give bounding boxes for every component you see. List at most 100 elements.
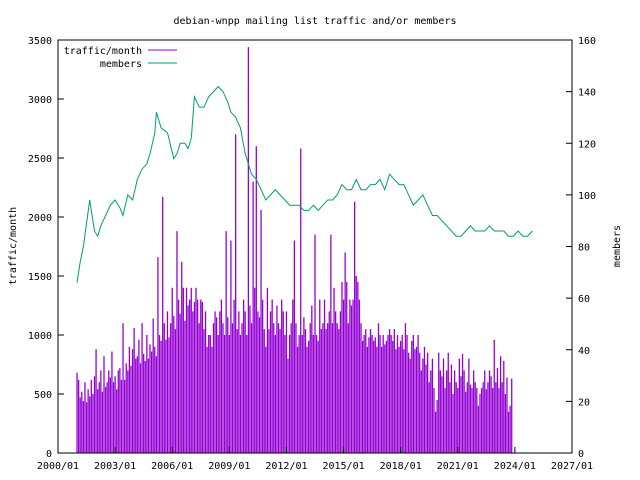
traffic-bar <box>284 335 286 453</box>
traffic-bar <box>136 356 138 453</box>
traffic-bar <box>479 394 481 453</box>
traffic-bar <box>311 305 313 453</box>
traffic-bar <box>258 317 261 453</box>
traffic-bar <box>334 311 337 453</box>
traffic-bar <box>315 335 318 453</box>
traffic-bar <box>127 370 129 453</box>
traffic-bar <box>93 376 96 453</box>
traffic-bar <box>250 323 253 453</box>
traffic-bar <box>265 346 267 453</box>
traffic-bar <box>436 399 438 453</box>
traffic-bar <box>101 391 104 453</box>
traffic-bar <box>273 323 275 453</box>
traffic-bar <box>496 368 499 453</box>
traffic-bar <box>485 389 487 453</box>
traffic-bar <box>339 311 342 453</box>
traffic-bar <box>208 335 210 453</box>
traffic-bar <box>320 329 322 453</box>
traffic-bar <box>279 329 281 453</box>
y2-tick-label: 120 <box>578 139 596 150</box>
traffic-bar <box>403 349 405 453</box>
traffic-bar <box>499 356 502 453</box>
traffic-bar <box>492 388 494 453</box>
x-tick-label: 2006/01 <box>151 461 193 472</box>
traffic-bar <box>355 276 357 453</box>
traffic-bar <box>112 382 115 453</box>
traffic-bar <box>238 311 240 453</box>
traffic-bar <box>406 335 408 453</box>
traffic-bar <box>461 353 464 453</box>
traffic-bar <box>309 323 311 453</box>
traffic-bar <box>139 363 142 453</box>
traffic-bar <box>257 311 259 453</box>
traffic-bar <box>138 339 140 453</box>
traffic-bar <box>244 311 246 453</box>
traffic-bar <box>230 240 232 453</box>
traffic-bar <box>428 382 430 453</box>
traffic-bar <box>154 346 156 453</box>
traffic-bar <box>352 299 354 453</box>
traffic-bar <box>395 349 397 453</box>
traffic-bar <box>196 299 199 453</box>
traffic-bar <box>120 379 123 453</box>
y2-tick-label: 80 <box>578 243 590 254</box>
traffic-bar <box>122 323 124 453</box>
traffic-bar <box>314 234 316 453</box>
traffic-bar <box>125 363 127 453</box>
traffic-bar <box>149 344 151 453</box>
traffic-bar <box>219 311 221 453</box>
traffic-bar <box>336 323 338 453</box>
traffic-bar <box>447 352 449 453</box>
x-tick-label: 2000/01 <box>37 461 79 472</box>
x-tick-label: 2021/01 <box>437 461 479 472</box>
traffic-bar <box>130 365 132 453</box>
traffic-bar <box>417 335 419 453</box>
traffic-bar <box>200 299 202 453</box>
traffic-bar <box>308 340 310 453</box>
traffic-bar <box>366 346 368 453</box>
traffic-bar <box>368 337 370 453</box>
y2-tick-label: 100 <box>578 191 596 202</box>
traffic-bar <box>407 352 410 453</box>
traffic-bar <box>480 388 483 453</box>
traffic-bar <box>442 358 445 453</box>
traffic-bar <box>463 370 465 453</box>
traffic-bar <box>249 305 251 453</box>
traffic-bar <box>162 196 164 453</box>
traffic-bar <box>390 335 392 453</box>
traffic-bar <box>433 388 435 453</box>
traffic-bar <box>341 281 343 453</box>
traffic-bar <box>474 382 476 453</box>
x-tick-label: 2018/01 <box>380 461 422 472</box>
traffic-bar <box>184 320 186 453</box>
traffic-bar <box>468 358 470 453</box>
traffic-bar <box>295 323 297 453</box>
traffic-bar <box>119 368 121 453</box>
traffic-bar <box>225 231 227 453</box>
traffic-bar <box>296 346 299 453</box>
traffic-bar <box>401 335 403 453</box>
traffic-bar <box>160 340 162 453</box>
traffic-bar <box>195 287 197 453</box>
traffic-bar <box>414 349 416 453</box>
traffic-bar <box>252 181 254 453</box>
traffic-bar <box>271 299 273 453</box>
traffic-bar <box>177 299 180 453</box>
traffic-bar <box>509 405 511 453</box>
traffic-bar <box>472 370 475 453</box>
axes: 0 500 1000 1500 2000 2500 3000 3500 0 20 40 60 80 100… <box>28 36 596 472</box>
traffic-bar <box>163 323 165 453</box>
traffic-bar <box>98 382 100 453</box>
traffic-bar <box>181 261 183 453</box>
traffic-bar <box>371 335 373 453</box>
traffic-bar <box>330 234 332 453</box>
traffic-bar <box>173 316 175 453</box>
traffic-bar <box>82 401 85 453</box>
traffic-bar <box>146 335 148 453</box>
traffic-bar <box>189 299 191 453</box>
traffic-bar <box>174 329 177 453</box>
right-axis-label: members <box>612 225 623 267</box>
traffic-bar <box>441 376 443 453</box>
traffic-bar <box>393 329 395 453</box>
